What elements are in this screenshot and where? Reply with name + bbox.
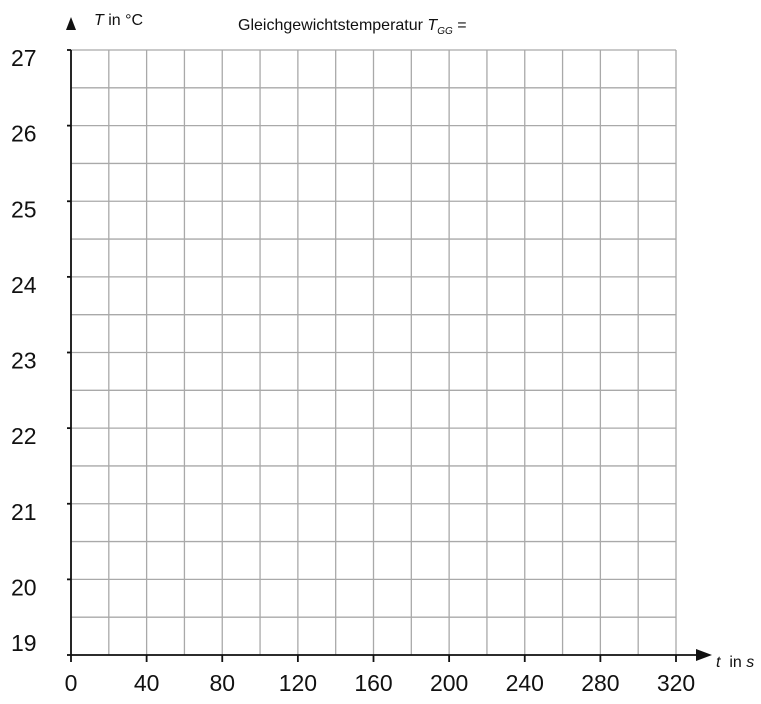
chart-title-subscript: GG [437, 26, 453, 37]
y-tick-marks [67, 49, 71, 656]
chart-title-symbol: T [427, 17, 438, 34]
y-tick-label: 25 [11, 196, 37, 222]
x-tick-label: 320 [657, 670, 695, 696]
x-tick-label: 160 [354, 670, 392, 696]
y-tick-labels: 19 20 21 22 23 24 25 26 27 [11, 45, 37, 656]
y-tick-label: 21 [11, 499, 37, 525]
x-tick-label: 280 [581, 670, 619, 696]
x-tick-label: 240 [506, 670, 544, 696]
x-axis-unit-prefix: in [720, 654, 746, 671]
x-tick-marks [70, 655, 677, 662]
y-tick-label: 22 [11, 423, 37, 449]
chart-title: Gleichgewichtstemperatur TGG = [238, 17, 467, 37]
chart-title-suffix: = [453, 17, 467, 34]
x-axis-label: t in s [716, 654, 754, 671]
grid [70, 49, 677, 656]
x-tick-label: 120 [279, 670, 317, 696]
y-tick-label: 23 [11, 348, 37, 374]
y-tick-label: 26 [11, 121, 37, 147]
y-tick-label: 24 [11, 272, 37, 298]
y-axis-label: T in °C [94, 12, 143, 29]
x-tick-label: 0 [65, 670, 78, 696]
x-tick-label: 80 [209, 670, 235, 696]
y-axis-unit: in °C [104, 12, 143, 29]
y-tick-label: 19 [11, 630, 37, 656]
x-axis-symbol: t [716, 654, 721, 671]
y-axis-arrow [66, 17, 76, 30]
x-tick-label: 40 [134, 670, 160, 696]
chart-title-text: Gleichgewichtstemperatur [238, 17, 427, 34]
y-axis-symbol: T [94, 12, 105, 29]
x-axis-unit: s [746, 654, 754, 671]
x-tick-labels: 0 40 80 120 160 200 240 280 320 [65, 670, 696, 696]
y-tick-label: 20 [11, 574, 37, 600]
x-tick-label: 200 [430, 670, 468, 696]
x-axis-arrow [696, 649, 712, 661]
y-tick-label: 27 [11, 45, 37, 71]
